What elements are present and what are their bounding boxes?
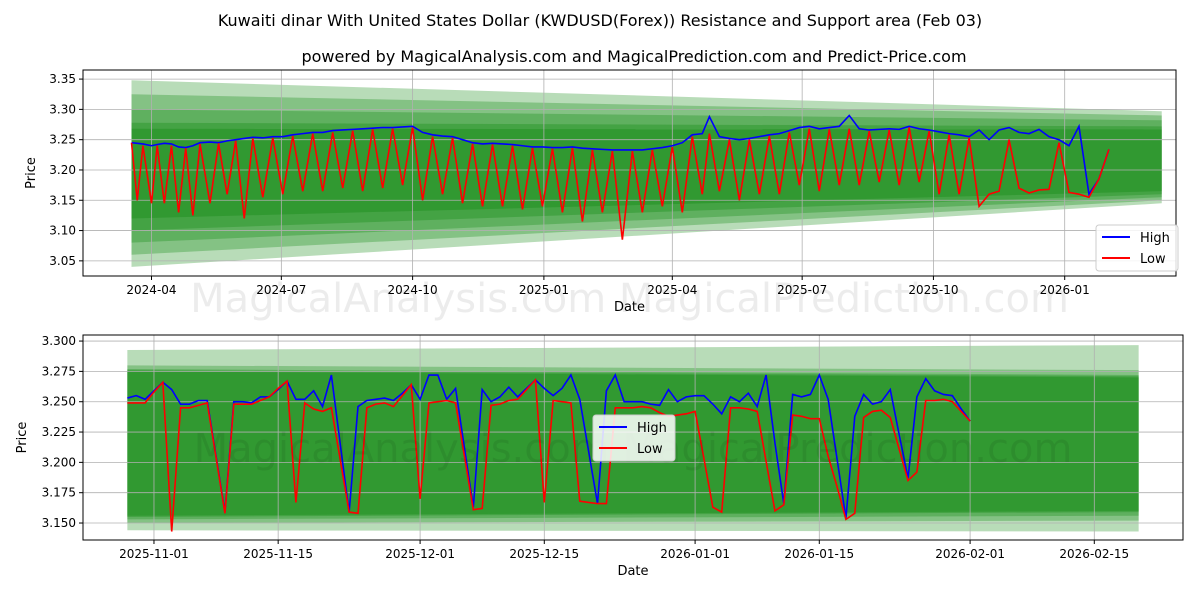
x-tick-label: 2026-01 [1040,283,1090,297]
top-chart: 2024-04 2024-07 2024-10 2025-01 2025-04 2025-… [24,69,1179,322]
x-tick-label: 2024-10 [388,283,438,297]
x-tick-label: 2026-01-15 [784,547,854,561]
y-tick-label: 3.05 [49,254,76,268]
y-tick-label: 3.250 [42,395,76,409]
x-tick-label: 2025-10 [908,283,958,297]
y-tick-label: 3.225 [42,425,76,439]
y-axis-label: Price [15,422,30,454]
y-tick-label: 3.15 [49,193,76,207]
y-tick-label: 3.150 [42,516,76,530]
x-tick-label: 2025-01 [519,283,569,297]
legend-low-label: Low [1140,252,1166,267]
y-axis-label: Price [24,157,39,189]
chart-title: Kuwaiti dinar With United States Dollar … [218,11,982,30]
x-tick-label: 2026-02-15 [1059,547,1129,561]
x-tick-label: 2025-04 [647,283,697,297]
y-tick-label: 3.35 [49,72,76,86]
support-resistance-band [131,94,1162,255]
y-tick-label: 3.30 [49,102,76,116]
legend-low-label: Low [637,442,663,457]
watermark: MagicalAnalysis.com MagicalPrediction.co… [190,276,1069,322]
chart-subtitle: powered by MagicalAnalysis.com and Magic… [301,47,966,66]
bottom-chart: 2025-11-01 2025-11-15 2025-12-01 2025-12-15… [15,334,1184,579]
legend-high-label: High [637,421,667,436]
x-tick-label: 2025-12-15 [509,547,579,561]
y-tick-label: 3.200 [42,455,76,469]
legend: High Low [592,414,676,462]
support-resistance-band [131,109,1162,243]
x-axis-label: Date [614,300,645,315]
legend-high-label: High [1140,231,1170,246]
x-axis-label: Date [617,564,648,579]
x-tick-label: 2025-11-15 [243,547,313,561]
legend: High Low [1095,224,1179,272]
y-tick-label: 3.25 [49,133,76,147]
low-series-line [130,127,1110,240]
x-tick-label: 2024-07 [256,283,306,297]
y-tick-label: 3.300 [42,334,76,348]
y-tick-label: 3.10 [49,224,76,238]
y-tick-label: 3.20 [49,163,76,177]
x-tick-label: 2026-02-01 [935,547,1005,561]
x-tick-label: 2026-01-01 [660,547,730,561]
x-tick-label: 2025-11-01 [119,547,189,561]
high-series-line [131,114,1110,197]
plot-frame [82,334,1184,541]
x-tick-label: 2025-12-01 [385,547,455,561]
low-series-line [127,377,971,532]
x-tick-label: 2025-07 [777,283,827,297]
y-tick-label: 3.275 [42,364,76,378]
x-tick-label: 2024-04 [126,283,176,297]
plot-frame [82,69,1177,277]
y-tick-label: 3.175 [42,486,76,500]
